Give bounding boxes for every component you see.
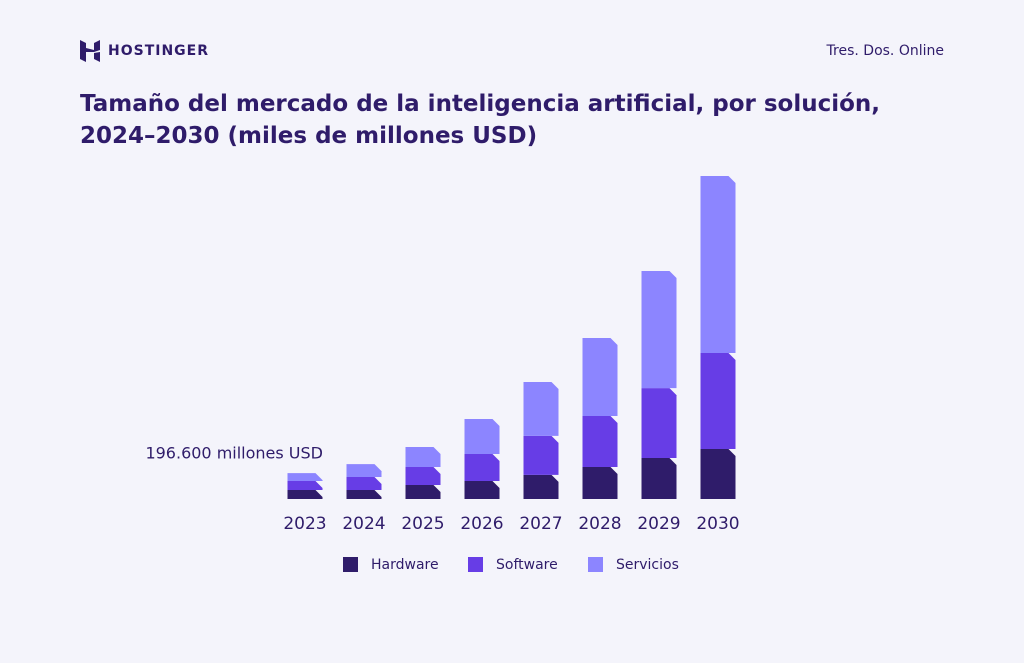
x-tick-label: 2023 [283, 514, 326, 534]
brand-name: HOSTINGER [108, 43, 210, 59]
legend-swatch [343, 557, 358, 572]
legend-swatch [588, 557, 603, 572]
legend-label: Servicios [616, 557, 679, 573]
bar-segment [405, 447, 441, 468]
x-tick-label: 2028 [578, 514, 621, 534]
legend-label: Software [496, 557, 558, 573]
bar-segment [700, 449, 736, 499]
x-tick-label: 2024 [342, 514, 385, 534]
bar-segment [523, 435, 559, 475]
bar-segment [405, 467, 441, 485]
x-tick-label: 2030 [696, 514, 739, 534]
bar-segment [641, 388, 677, 459]
bar-segment [582, 467, 618, 499]
legend-swatch [468, 557, 483, 572]
site-name: Tres. Dos. Online [826, 43, 944, 59]
x-tick-label: 2026 [460, 514, 503, 534]
bar-segment [464, 419, 500, 455]
bar-segment [287, 473, 323, 482]
x-tick-label: 2027 [519, 514, 562, 534]
legend-label: Hardware [371, 557, 439, 573]
bar-segment [346, 490, 382, 499]
bar-segment [641, 271, 677, 389]
bar-segment [523, 381, 559, 436]
bar-segment [405, 484, 441, 499]
logo-icon [80, 40, 100, 62]
x-tick-label: 2025 [401, 514, 444, 534]
chart-title: Tamaño del mercado de la inteligencia ar… [80, 91, 881, 149]
bar-segment [641, 458, 677, 499]
x-tick-label: 2029 [637, 514, 680, 534]
annotation: 196.600 millones USD [145, 444, 323, 463]
bar-segment [464, 481, 500, 499]
bar-segment [287, 490, 323, 499]
bar-segment [700, 176, 736, 354]
bar-segment [346, 477, 382, 491]
bar-segment [464, 454, 500, 482]
bar-segment [700, 353, 736, 450]
brand: HOSTINGER [80, 40, 209, 62]
bar-segment [582, 337, 618, 416]
bar-segment [346, 464, 382, 478]
bar-segment [582, 415, 618, 468]
bar-segment [523, 474, 559, 499]
bar-segment [287, 481, 323, 491]
